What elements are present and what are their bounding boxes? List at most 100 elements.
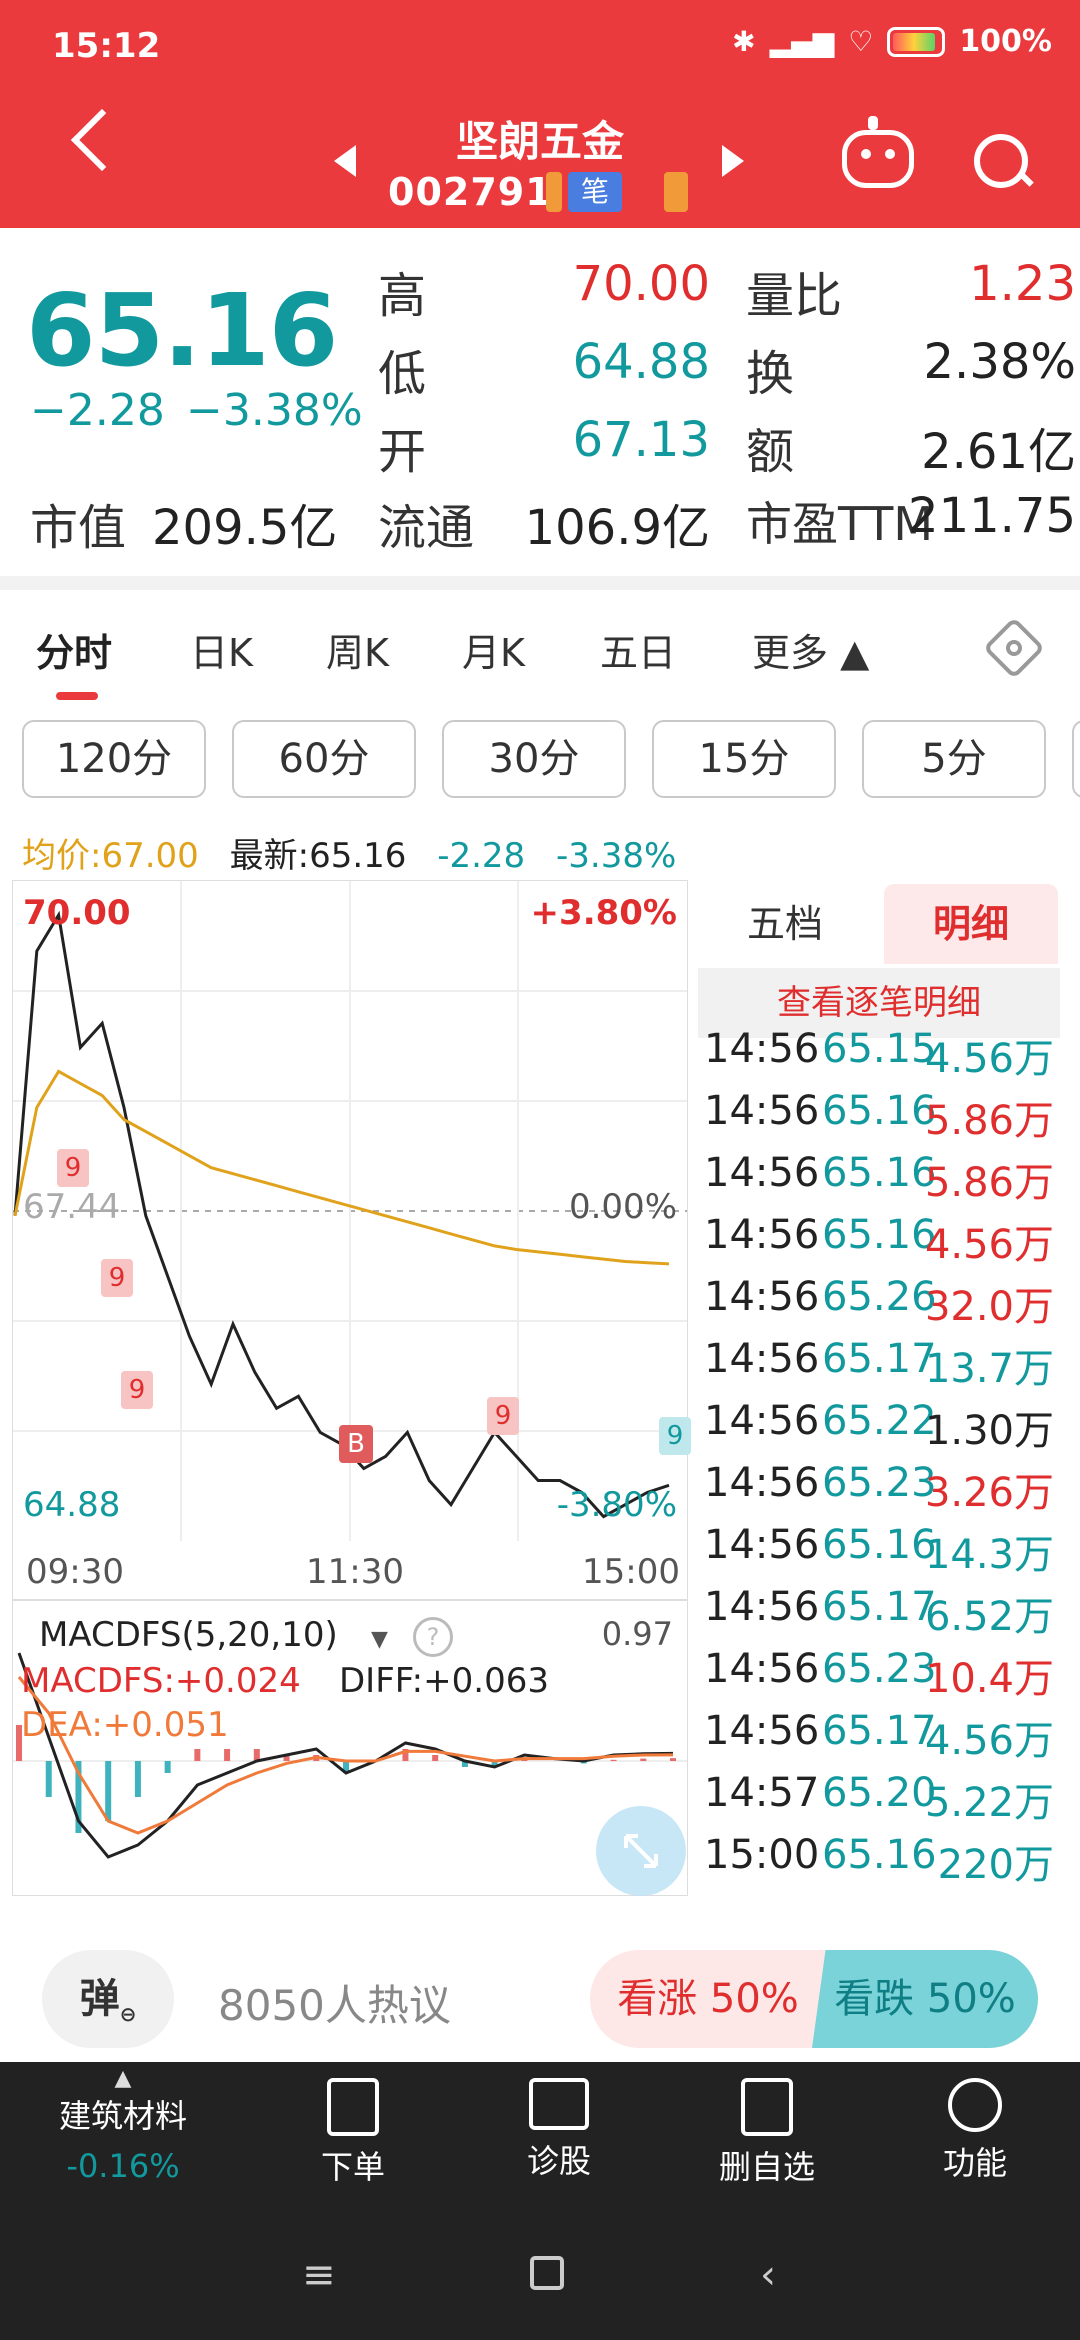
- trade-volume: 14.3万: [924, 1532, 1054, 1578]
- battery-percent: 100%: [959, 24, 1052, 59]
- danmu-toggle-button[interactable]: 弹⊖: [42, 1950, 174, 2048]
- trade-price: 65.26: [822, 1274, 937, 1320]
- robot-assistant-icon[interactable]: [842, 130, 914, 188]
- macd-histogram-bar: [105, 1761, 112, 1821]
- period-more[interactable]: [1072, 720, 1080, 798]
- trade-time: 14:56: [704, 1088, 820, 1134]
- bearish-label: 看跌 50%: [834, 1976, 1016, 2022]
- trade-volume: 10.4万: [924, 1656, 1054, 1702]
- marker-9[interactable]: 9: [57, 1149, 89, 1187]
- sector-button[interactable]: ▲ 建筑材料 -0.16%: [48, 2066, 198, 2185]
- tab-wudang[interactable]: 五档: [746, 902, 823, 946]
- menu-icon: [948, 2078, 1002, 2132]
- expand-arrows: [624, 1834, 658, 1868]
- low-label: 低: [378, 346, 427, 402]
- back-icon[interactable]: [70, 108, 134, 172]
- trade-volume: 13.7万: [924, 1346, 1054, 1392]
- period-15[interactable]: 15分: [652, 720, 836, 798]
- trade-time: 14:56: [704, 1026, 820, 1072]
- nav-order[interactable]: 下单: [278, 2078, 428, 2188]
- tab-five-day[interactable]: 五日: [600, 631, 677, 675]
- period-60[interactable]: 60分: [232, 720, 416, 798]
- macd-histogram-bar: [164, 1761, 171, 1773]
- bullish-vote-button[interactable]: 看涨 50%: [590, 1950, 826, 2048]
- discussion-count[interactable]: 8050人热议: [218, 1981, 451, 2030]
- trade-row: 14:56 65.23 10.4万: [700, 1646, 1060, 1708]
- bearish-vote-button[interactable]: 看跌 50%: [812, 1950, 1038, 2048]
- tab-fenshi[interactable]: 分时: [36, 631, 113, 675]
- trade-price: 65.16: [822, 1150, 937, 1196]
- amount-label: 额: [746, 424, 795, 480]
- marker-9[interactable]: 9: [487, 1397, 519, 1435]
- macd-histogram-bar: [283, 1755, 290, 1761]
- marker-9[interactable]: 9: [121, 1371, 153, 1409]
- view-all-trades-button[interactable]: 查看逐笔明细: [698, 968, 1060, 1038]
- chart-bottom-price: 64.88: [23, 1485, 121, 1525]
- macd-chart[interactable]: MACDFS(5,20,10) ▼ ? 0.97 MACDFS:+0.024 D…: [12, 1600, 688, 1896]
- float-value: 106.9亿: [524, 500, 710, 556]
- system-back-icon[interactable]: ‹: [760, 2252, 776, 2298]
- macd-histogram-bar: [45, 1761, 52, 1797]
- marker-b[interactable]: B: [339, 1425, 373, 1463]
- trade-time: 14:56: [704, 1646, 820, 1692]
- macd-scale-max: 0.97: [601, 1615, 673, 1653]
- nav-functions[interactable]: 功能: [900, 2078, 1050, 2184]
- trade-volume: 5.86万: [924, 1160, 1054, 1206]
- chart-settings-icon[interactable]: [982, 616, 1046, 680]
- trade-time: 14:56: [704, 1584, 820, 1630]
- trade-row: 14:56 65.16 5.86万: [700, 1150, 1060, 1212]
- expand-chart-icon[interactable]: [596, 1806, 686, 1896]
- marker-9[interactable]: 9: [101, 1259, 133, 1297]
- remove-watchlist-icon: [741, 2078, 793, 2136]
- trade-volume: 5.22万: [924, 1780, 1054, 1826]
- macd-svg: [13, 1652, 687, 1859]
- macd-histogram-bar: [402, 1749, 409, 1761]
- vol-ratio-value: 1.23: [969, 256, 1076, 312]
- tab-monthly-k[interactable]: 月K: [462, 631, 525, 675]
- tab-weekly-k[interactable]: 周K: [326, 631, 389, 675]
- turnover-value: 2.38%: [923, 334, 1076, 390]
- latest-price: 最新:65.16: [229, 836, 407, 876]
- trade-row: 14:56 65.16 5.86万: [700, 1088, 1060, 1150]
- system-menu-icon[interactable]: ≡: [302, 2252, 336, 2298]
- macd-histogram-bar: [640, 1758, 647, 1761]
- trade-time: 14:56: [704, 1708, 820, 1754]
- nav-remove-watchlist[interactable]: 删自选: [692, 2078, 842, 2188]
- period-5[interactable]: 5分: [862, 720, 1046, 798]
- next-stock-icon[interactable]: [722, 145, 744, 177]
- stock-code: 002791: [388, 170, 553, 214]
- tab-daily-k[interactable]: 日K: [190, 631, 253, 675]
- tab-more[interactable]: 更多 ▲: [752, 631, 870, 675]
- tab-underline: [56, 692, 98, 700]
- tab-mingxi[interactable]: 明细: [884, 884, 1058, 964]
- heart-icon: ♡: [848, 25, 874, 58]
- turnover-label: 换: [746, 346, 795, 402]
- section-divider: [0, 576, 1080, 590]
- trade-price: 65.17: [822, 1584, 937, 1630]
- tag-left-icon: [546, 172, 562, 212]
- intraday-chart[interactable]: 70.00 +3.80% 67.44 0.00% 64.88 -3.80% 9 …: [12, 880, 691, 1600]
- system-home-icon[interactable]: [530, 2256, 564, 2290]
- trade-volume: 5.86万: [924, 1098, 1054, 1144]
- macd-indicator-select[interactable]: MACDFS(5,20,10): [39, 1615, 338, 1655]
- prev-stock-icon[interactable]: [334, 145, 356, 177]
- tag-bi: 笔: [568, 172, 622, 212]
- period-120[interactable]: 120分: [22, 720, 206, 798]
- tag-right-icon: [664, 172, 688, 212]
- help-icon[interactable]: ?: [413, 1617, 453, 1657]
- marker-9[interactable]: 9: [659, 1417, 691, 1455]
- open-label: 开: [378, 424, 427, 480]
- order-icon: [327, 2078, 379, 2136]
- trade-row: 14:56 65.16 14.3万: [700, 1522, 1060, 1584]
- macd-dea-line: [17, 1676, 674, 1835]
- chart-bottom-pct: -3.80%: [556, 1485, 677, 1525]
- dropdown-arrow-icon[interactable]: ▼: [371, 1627, 388, 1652]
- trade-time: 14:57: [704, 1770, 820, 1816]
- search-icon[interactable]: [974, 134, 1028, 188]
- trade-price: 65.23: [822, 1646, 937, 1692]
- price-change-pct: −3.38%: [186, 385, 363, 436]
- nav-functions-label: 功能: [942, 2144, 1007, 2182]
- period-30[interactable]: 30分: [442, 720, 626, 798]
- signal-icon: ▂▄▆: [769, 25, 835, 58]
- nav-diagnose[interactable]: 诊股: [484, 2078, 634, 2182]
